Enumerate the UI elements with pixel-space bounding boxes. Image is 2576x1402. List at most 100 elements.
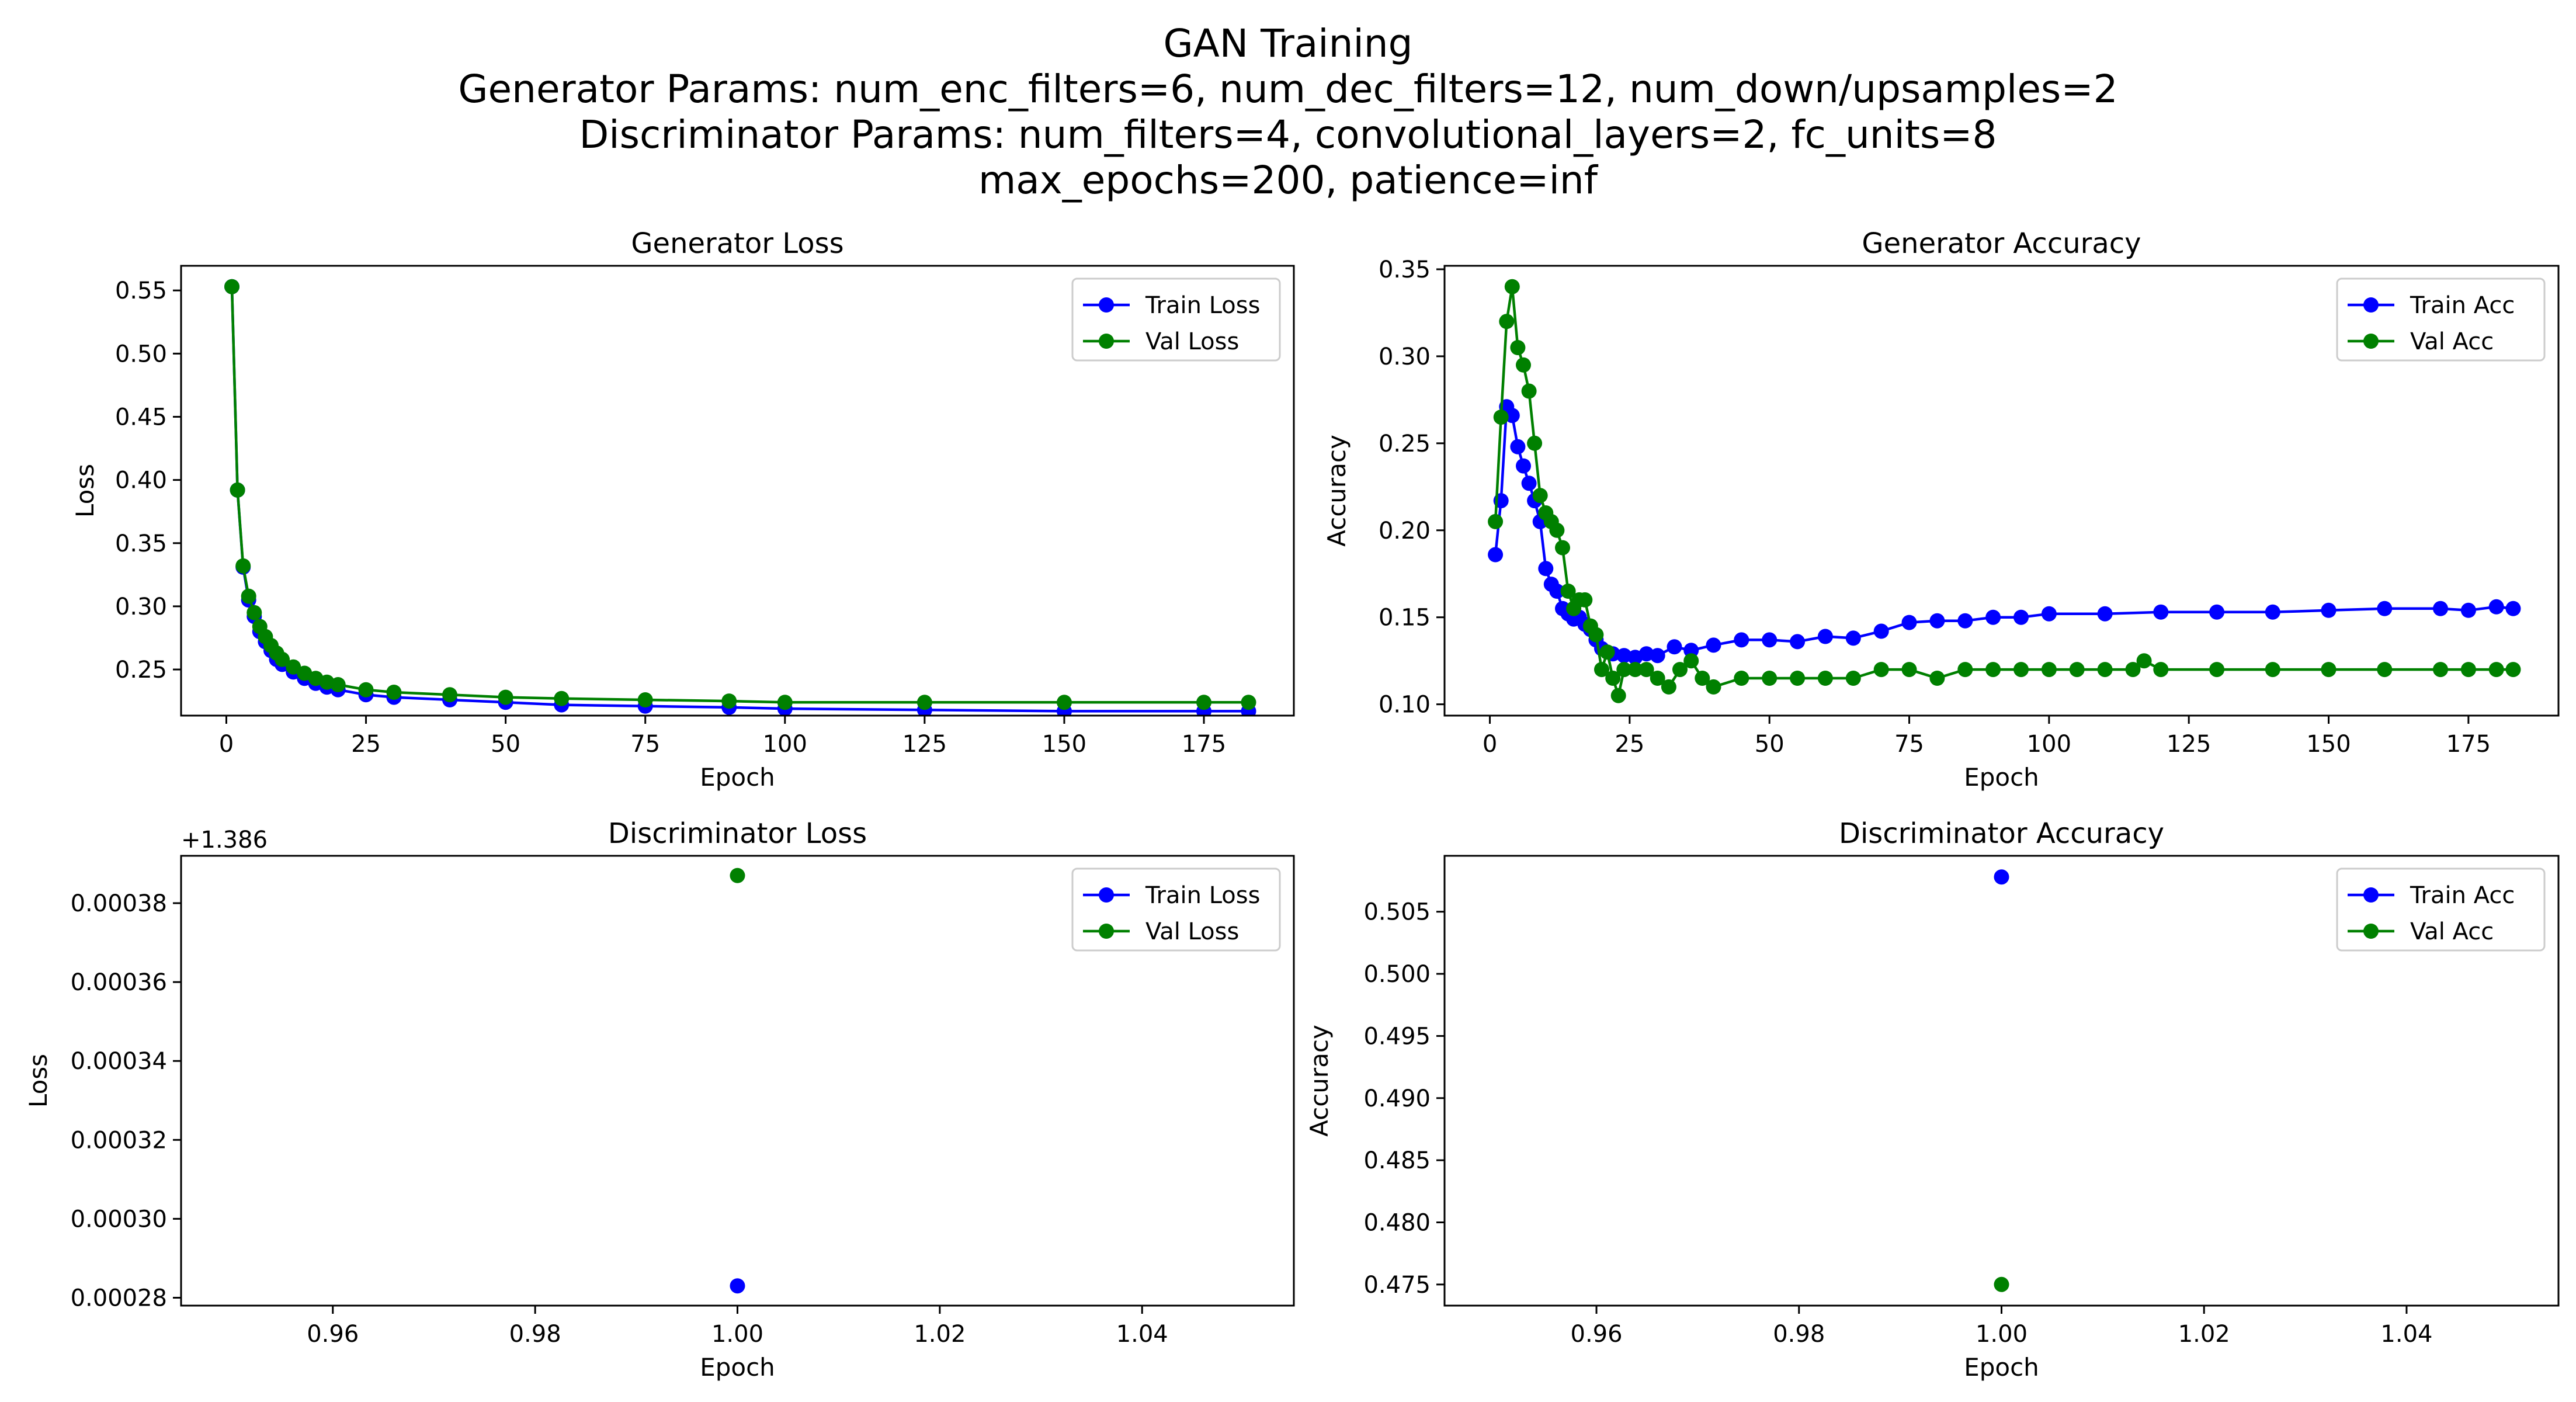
data-point	[2265, 604, 2280, 620]
data-point	[1488, 547, 1504, 563]
data-point	[1994, 869, 2009, 885]
plot-area	[1994, 869, 2009, 1292]
chart-gen-acc: Generator Accuracy 0 25 50 75 100 125 150 175 0.1…	[1322, 227, 2560, 792]
data-point	[230, 482, 245, 498]
data-point	[1790, 671, 1806, 686]
legend-label: Train Loss	[1145, 292, 1260, 319]
x-tick-label: 1.02	[914, 1321, 966, 1348]
data-point	[1817, 629, 1833, 644]
data-point	[1560, 584, 1576, 599]
data-point	[2097, 606, 2113, 622]
suptitle-line-1: GAN Training	[1163, 21, 1413, 66]
data-point	[2013, 609, 2029, 625]
data-point	[1650, 671, 1665, 686]
axes-frame	[180, 265, 1295, 717]
y-tick-label: 0.30	[115, 594, 167, 620]
data-point	[1510, 439, 1526, 454]
data-point	[1706, 637, 1721, 653]
data-point	[1493, 410, 1509, 425]
data-point	[2433, 601, 2448, 616]
x-tick-label: 50	[491, 731, 520, 758]
x-tick-label: 0.98	[509, 1321, 561, 1348]
data-point	[275, 651, 290, 667]
data-point	[2136, 653, 2152, 669]
y-tick-label: 0.20	[1379, 518, 1431, 544]
suptitle-line-3: Discriminator Params: num_filters=4, con…	[579, 112, 1997, 157]
data-point	[777, 695, 793, 710]
x-tick-label: 75	[630, 731, 660, 758]
data-point	[2377, 662, 2393, 678]
data-point	[1538, 561, 1554, 577]
data-point	[1994, 1276, 2009, 1292]
y-axis-label: Loss	[71, 464, 99, 518]
x-tick-label: 150	[1042, 731, 1086, 758]
y-tick-label: 0.35	[1379, 256, 1431, 283]
y-offset-label: +1.386	[181, 827, 268, 853]
data-point	[1985, 609, 2001, 625]
data-point	[1929, 613, 1945, 629]
data-point	[235, 558, 251, 574]
data-point	[1650, 648, 1665, 664]
x-tick-label: 125	[2167, 731, 2211, 758]
chart-title: Generator Accuracy	[1862, 227, 2141, 260]
data-point	[1957, 613, 1973, 629]
data-point	[1845, 630, 1861, 646]
x-axis-label: Epoch	[1964, 1353, 2039, 1382]
data-point	[1985, 662, 2001, 678]
axes-frame	[1443, 265, 2560, 717]
legend: Train Loss Val Loss	[1071, 867, 1281, 952]
data-point	[2125, 662, 2141, 678]
data-point	[916, 695, 932, 710]
y-tick-label: 0.00038	[71, 890, 167, 917]
y-tick-label: 0.00032	[71, 1127, 167, 1154]
chart-title: Generator Loss	[631, 227, 843, 260]
data-point	[1901, 662, 1917, 678]
legend-marker	[1099, 334, 1114, 349]
data-point	[1661, 679, 1676, 695]
data-point	[1499, 314, 1515, 329]
series-train	[1488, 399, 2521, 665]
legend: Train Loss Val Loss	[1071, 277, 1281, 362]
data-point	[247, 605, 262, 620]
data-point	[2041, 662, 2057, 678]
data-point	[2097, 662, 2113, 678]
data-point	[1549, 584, 1565, 599]
x-tick-label: 25	[1615, 731, 1644, 758]
data-point	[2488, 662, 2504, 678]
y-tick-label: 0.505	[1363, 899, 1431, 926]
series-val	[224, 279, 1256, 710]
suptitle-line-4: max_epochs=200, patience=inf	[978, 158, 1598, 203]
data-point	[1734, 632, 1749, 648]
data-point	[1873, 662, 1889, 678]
data-point	[1555, 540, 1570, 556]
legend: Train Acc Val Acc	[2336, 867, 2546, 952]
data-point	[1845, 671, 1861, 686]
y-axis-label: Loss	[24, 1054, 53, 1108]
y-tick-label: 0.55	[115, 277, 167, 304]
x-tick-label: 1.00	[1976, 1321, 2028, 1348]
data-point	[2488, 599, 2504, 615]
y-tick-label: 0.480	[1363, 1209, 1431, 1236]
y-tick-label: 0.15	[1379, 605, 1431, 631]
data-point	[1695, 671, 1710, 686]
x-axis-label: Epoch	[1964, 763, 2039, 792]
data-point	[1672, 662, 1688, 678]
data-point	[1504, 408, 1520, 424]
plot-area	[730, 867, 745, 1294]
data-point	[1599, 644, 1615, 660]
data-point	[1762, 671, 1777, 686]
legend-marker	[1099, 887, 1114, 903]
legend-marker	[1099, 924, 1114, 939]
x-tick-label: 0.96	[1571, 1321, 1623, 1348]
data-point	[1683, 653, 1699, 669]
data-point	[2153, 604, 2169, 620]
y-tick-label: 0.25	[115, 657, 167, 683]
x-axis-label: Epoch	[700, 1353, 775, 1382]
data-point	[1667, 639, 1682, 655]
x-tick-label: 150	[2306, 731, 2351, 758]
data-point	[358, 682, 374, 697]
legend-marker	[2363, 924, 2379, 939]
x-tick-label: 50	[1755, 731, 1785, 758]
plot-area	[1488, 279, 2521, 703]
